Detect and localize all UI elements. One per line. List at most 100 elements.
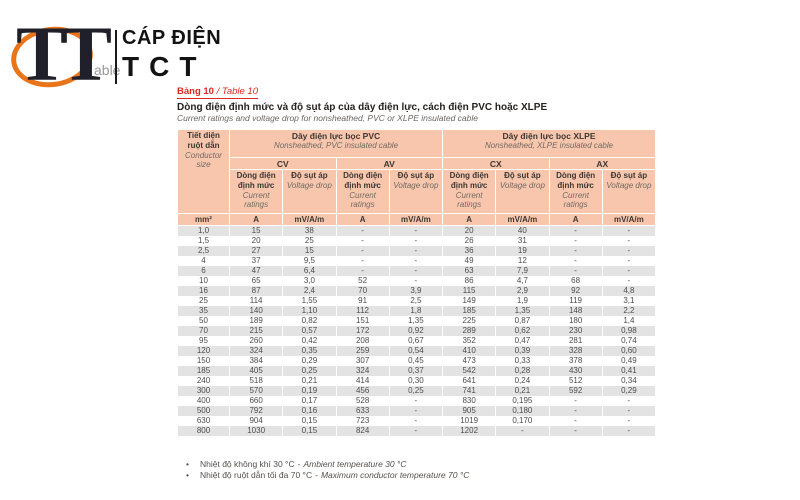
value-cell: 660 — [228, 396, 284, 406]
conductor-size-cell: 95 — [177, 336, 230, 346]
value-cell: 2,4 — [282, 286, 337, 296]
subgroup-header-cv: CV — [229, 157, 337, 170]
value-cell: 38 — [282, 225, 337, 236]
conductor-size-cell: 185 — [177, 366, 230, 376]
value-cell: 3,9 — [388, 286, 444, 296]
value-cell: 0,62 — [495, 326, 550, 336]
subgroup-header-cx: CX — [442, 157, 550, 170]
ratings-table-body: 1,0 15 38- -20 40- -1,5 20 25- -26 31- -2,5 27 15- -3… — [177, 225, 657, 436]
value-cell: - — [388, 406, 444, 416]
unit-cell: mV/A/m — [282, 213, 337, 226]
table-row: 1,5 20 25- -26 31- - — [177, 236, 657, 246]
value-cell: 0,30 — [388, 376, 444, 386]
value-cell: 2,2 — [601, 306, 657, 316]
value-cell: 52 — [335, 276, 390, 286]
conductor-size-cell: 6 — [177, 266, 230, 276]
value-cell: 0,29 — [601, 386, 657, 396]
voltage-label-vn: Độ sụt áp — [504, 171, 541, 180]
footnote-separator: - — [315, 470, 318, 480]
conductor-size-cell: 25 — [177, 296, 230, 306]
value-cell: 1,55 — [282, 296, 337, 306]
value-cell: 86 — [441, 276, 497, 286]
value-cell: - — [388, 396, 444, 406]
bullet-icon: • — [186, 470, 189, 480]
group-xlpe-label-vn: Dây điện lực bọc XLPE — [502, 131, 596, 141]
value-cell: 140 — [228, 306, 284, 316]
value-cell: 37 — [228, 256, 284, 266]
table-label-en: Table 10 — [221, 86, 258, 97]
value-cell: 2,9 — [495, 286, 550, 296]
value-cell: 0,28 — [495, 366, 550, 376]
table-row: 150 384 0,29 307 0,45 473 0,33 378 0,49 — [177, 356, 657, 366]
value-cell: 180 — [548, 316, 603, 326]
voltage-label-en: Voltage drop — [499, 181, 545, 190]
value-cell: 148 — [548, 306, 603, 316]
value-cell: 0,49 — [601, 356, 657, 366]
value-cell: 518 — [228, 376, 284, 386]
value-cell: 792 — [228, 406, 284, 416]
value-cell: 512 — [548, 376, 603, 386]
value-cell: - — [388, 256, 444, 266]
value-cell: 430 — [548, 366, 603, 376]
value-cell: 0,57 — [282, 326, 337, 336]
bullet-icon: • — [186, 459, 189, 469]
table-row: 185 405 0,25 324 0,37 542 0,28 430 0,41 — [177, 366, 657, 376]
value-cell: 0,42 — [282, 336, 337, 346]
value-cell: 0,34 — [601, 376, 657, 386]
value-cell: 405 — [228, 366, 284, 376]
table-row: 500 792 0,16 633-905 0,180- - — [177, 406, 657, 416]
conductor-size-cell: 35 — [177, 306, 230, 316]
logo-divider — [115, 30, 117, 84]
value-cell: - — [548, 416, 603, 426]
current-label-en: Current ratings — [349, 191, 376, 209]
value-cell: 40 — [495, 225, 550, 236]
value-cell: 230 — [548, 326, 603, 336]
value-cell: - — [335, 266, 390, 276]
conductor-size-cell: 630 — [177, 416, 230, 426]
table-label-separator: / — [213, 86, 222, 97]
conductor-size-cell: 70 — [177, 326, 230, 336]
current-label-vn: Dòng điện định mức — [449, 171, 489, 190]
conductor-size-cell: 150 — [177, 356, 230, 366]
value-cell: 0,47 — [495, 336, 550, 346]
table-row: 400 660 0,17 528-830 0,195- - — [177, 396, 657, 406]
value-cell: 25 — [282, 236, 337, 246]
value-cell: 0,25 — [282, 366, 337, 376]
conductor-size-cell: 1,0 — [177, 225, 230, 236]
unit-cell: A — [548, 213, 603, 226]
table-row: 6 47 6,4- -63 7,9- - — [177, 266, 657, 276]
value-cell: 0,60 — [601, 346, 657, 356]
value-cell: 0,39 — [495, 346, 550, 356]
value-cell: 19 — [495, 246, 550, 256]
conductor-size-label-en: Conductor size — [185, 151, 222, 169]
voltage-label-vn: Độ sụt áp — [291, 171, 328, 180]
conductor-size-cell: 10 — [177, 276, 230, 286]
conductor-size-label-vn: Tiết diện ruột dẫn — [187, 131, 220, 150]
value-cell: 410 — [441, 346, 497, 356]
value-cell: 0,16 — [282, 406, 337, 416]
logo-cap-dien-text: CÁP ĐIỆN — [122, 27, 222, 49]
value-cell: 0,170 — [495, 416, 550, 426]
table-row: 240 518 0,21 414 0,30 641 0,24 512 0,34 — [177, 376, 657, 386]
value-cell: - — [335, 256, 390, 266]
conductor-size-cell: 2,5 — [177, 246, 230, 256]
footnote-separator: - — [297, 459, 301, 469]
footnote-ambient-temperature: • Nhiệt độ không khí 30 °C - Ambient temper… — [186, 459, 469, 470]
value-cell: 15 — [228, 225, 284, 236]
value-cell: - — [548, 225, 603, 236]
table-row: 630 904 0,15 723-1019 0,170- - — [177, 416, 657, 426]
value-cell: 151 — [335, 316, 390, 326]
value-cell: 0,41 — [601, 366, 657, 376]
value-cell: 0,21 — [282, 376, 337, 386]
current-label-en: Current ratings — [455, 191, 483, 209]
table-row: 2,5 27 15- -36 19- - — [177, 246, 657, 256]
current-label-vn: Dòng điện định mức — [556, 171, 596, 190]
value-cell: 641 — [441, 376, 497, 386]
value-cell: 0,17 — [282, 396, 337, 406]
value-cell: - — [388, 246, 444, 256]
value-cell: 91 — [335, 296, 390, 306]
value-cell: 87 — [228, 286, 284, 296]
table-row: 50 189 0,82 151 1,35 225 0,87 180 1,4 — [177, 316, 657, 326]
value-cell: 0,29 — [282, 356, 337, 366]
